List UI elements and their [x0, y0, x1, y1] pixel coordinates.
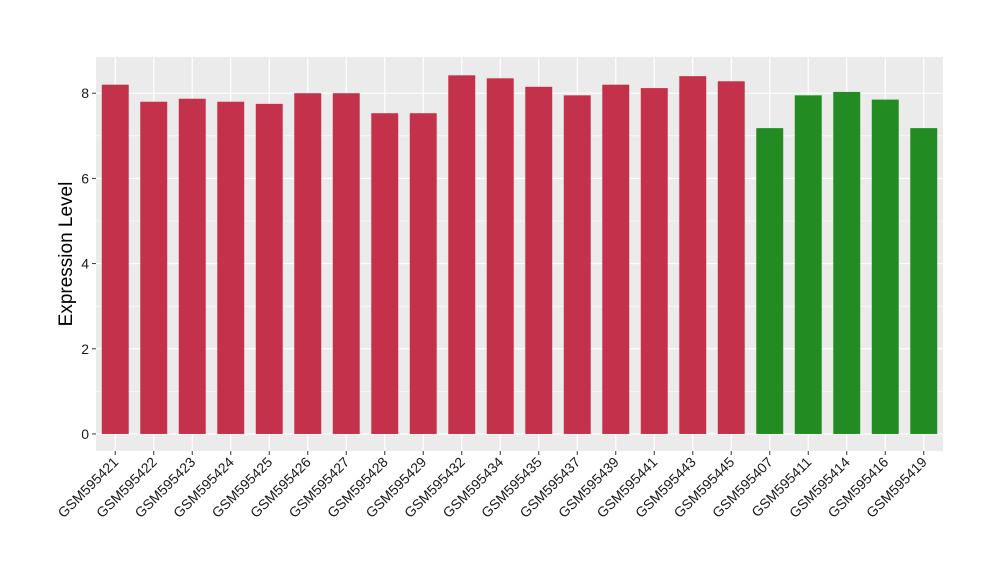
bar-GSM595426 — [294, 93, 322, 434]
bar-GSM595443 — [679, 76, 707, 434]
bar-GSM595427 — [332, 93, 360, 434]
bar-GSM595435 — [525, 86, 553, 434]
bar-GSM595441 — [640, 88, 668, 434]
y-axis: 0 2 4 6 8 — [81, 85, 96, 442]
bar-GSM595414 — [833, 91, 861, 434]
bar-GSM595424 — [217, 101, 245, 434]
bar-GSM595428 — [371, 113, 399, 434]
bar-GSM595439 — [602, 84, 630, 434]
bar-GSM595407 — [756, 128, 784, 434]
y-tick-label: 8 — [81, 85, 89, 101]
bars — [101, 75, 938, 434]
y-axis-title: Expression Level — [56, 182, 77, 327]
y-tick-label: 2 — [81, 341, 89, 357]
bar-GSM595434 — [486, 78, 514, 434]
bar-GSM595421 — [101, 84, 129, 434]
bar-GSM595437 — [563, 95, 591, 434]
bar-GSM595445 — [717, 81, 745, 434]
bar-GSM595423 — [178, 98, 206, 434]
y-tick-label: 0 — [81, 426, 89, 442]
y-tick-label: 6 — [81, 170, 89, 186]
y-tick-label: 4 — [81, 256, 89, 272]
bar-GSM595422 — [140, 101, 168, 434]
bar-GSM595416 — [871, 99, 899, 434]
bar-GSM595411 — [794, 95, 822, 434]
bar-GSM595429 — [409, 113, 437, 434]
x-axis: GSM595421GSM595422GSM595423GSM595424GSM5… — [54, 451, 930, 521]
bar-GSM595432 — [448, 75, 476, 434]
bar-GSM595425 — [255, 103, 283, 434]
bar-GSM595419 — [910, 128, 938, 434]
